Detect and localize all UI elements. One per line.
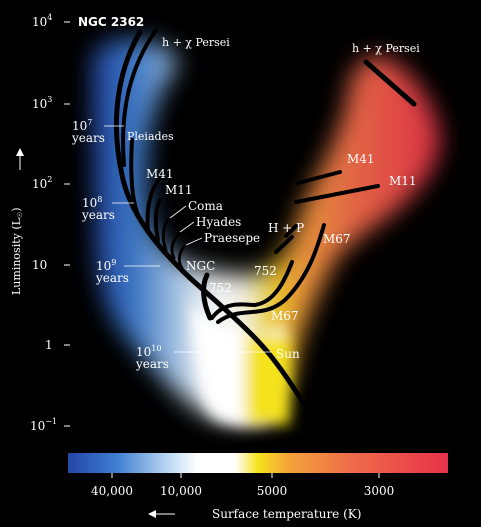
label-pleiades: Pleiades [127, 130, 174, 143]
x-tick-labels: 40,000 10,000 5000 3000 [91, 484, 394, 498]
y-tick-labels: 104 103 102 10 1 10−1 [30, 13, 57, 433]
track-main-sequence [113, 29, 321, 431]
x-tick-5000: 5000 [257, 484, 288, 498]
track-coma [161, 216, 172, 252]
tracks [113, 28, 417, 431]
label-sun: Sun [276, 347, 300, 361]
x-tick-3000: 3000 [364, 484, 395, 498]
label-m41-right: M41 [347, 152, 375, 166]
label-m11-left: M11 [165, 183, 193, 197]
age-1e7: 107 years [71, 118, 105, 145]
label-ngc: NGC [186, 259, 215, 273]
y-tick-10: 10 [32, 258, 47, 272]
track-pleiades [129, 138, 140, 217]
y-tick-1e3: 103 [32, 95, 52, 111]
cluster-labels: NGC 2362 h + χ Persei h + χ Persei Pleia… [78, 15, 420, 361]
y-tick-1: 1 [45, 338, 53, 352]
label-h-chi-persei-left: h + χ Persei [162, 36, 230, 49]
age-1e10: 1010 years [135, 344, 169, 371]
y-axis [64, 21, 70, 427]
x-tick-40000: 40,000 [91, 484, 133, 498]
label-752-right: 752 [254, 264, 277, 278]
track-hp-lower [274, 235, 294, 254]
track-praesepe [177, 243, 188, 270]
y-tick-1e2: 102 [32, 175, 52, 191]
label-ngc2362: NGC 2362 [78, 15, 144, 29]
track-hyades [170, 231, 182, 260]
label-coma: Coma [188, 199, 223, 213]
age-1e8: 108 years [81, 195, 115, 222]
band-yellow-core [245, 335, 290, 425]
label-h-plus-p: H + P [268, 221, 304, 235]
label-hyades: Hyades [196, 215, 241, 229]
track-ngc752 [201, 272, 213, 321]
track-hp-upper [284, 224, 298, 238]
y-tick-1e-1: 10−1 [30, 417, 57, 433]
track-h-chi-persei-giant [363, 59, 417, 107]
track-m41-giant [296, 170, 342, 185]
label-m11-right: M11 [389, 174, 417, 188]
label-h-chi-persei-right: h + χ Persei [352, 42, 420, 55]
track-ngc2362 [121, 28, 158, 167]
temperature-color-bar [68, 453, 448, 473]
svg-text:Luminosity (L☉): Luminosity (L☉) [10, 207, 24, 295]
track-ngc752-branch [210, 260, 294, 320]
label-praesepe: Praesepe [204, 231, 260, 245]
y-axis-label: Luminosity (L☉) [10, 207, 24, 295]
age-labels: 107 years 108 years 109 years 1010 years [71, 118, 272, 371]
x-axis [111, 473, 380, 478]
age-1e9: 109 years [95, 258, 129, 285]
color-band [92, 39, 440, 428]
label-752-lower: 752 [209, 281, 232, 295]
band-shape [92, 39, 440, 421]
y-tick-1e4: 104 [32, 13, 52, 29]
x-tick-10000: 10,000 [160, 484, 202, 498]
label-m67-lower: M67 [271, 309, 299, 323]
label-m67-upper: M67 [323, 232, 351, 246]
track-m41 [145, 176, 162, 232]
track-m11-giant [294, 184, 380, 204]
track-m11 [153, 198, 162, 242]
track-m67 [216, 223, 326, 324]
x-axis-arrow [148, 510, 175, 518]
x-axis-label: Surface temperature (K) [212, 507, 361, 521]
label-m41-left: M41 [146, 167, 174, 181]
y-axis-arrow [16, 148, 24, 170]
